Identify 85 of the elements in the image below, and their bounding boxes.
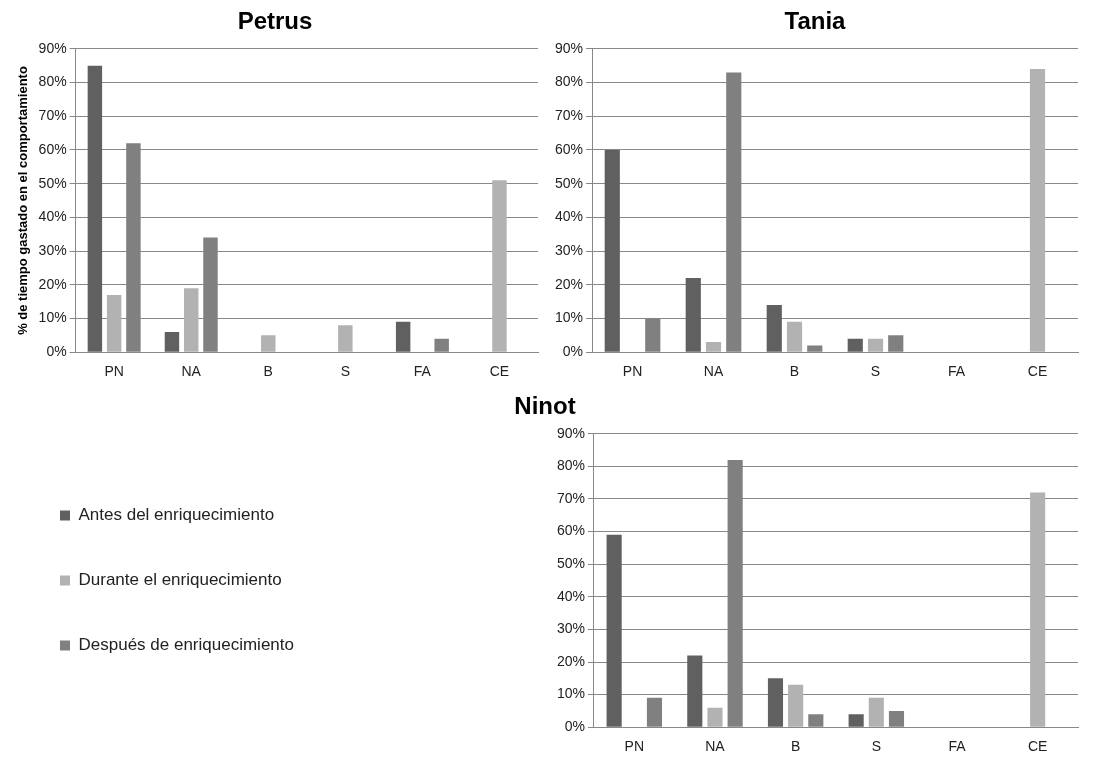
bar bbox=[888, 335, 904, 352]
bar bbox=[705, 342, 722, 352]
bar bbox=[788, 684, 804, 727]
y-tick-label: 10% bbox=[38, 309, 67, 326]
y-tick-label: 40% bbox=[554, 208, 584, 225]
y-tick-label: 10% bbox=[556, 685, 585, 702]
y-tick-label: 30% bbox=[556, 620, 585, 637]
chart-title: Tania bbox=[784, 7, 847, 35]
x-tick-label: NA bbox=[181, 363, 202, 380]
bar bbox=[1030, 492, 1046, 727]
bar bbox=[183, 288, 199, 352]
x-tick-label: NA bbox=[705, 738, 726, 755]
bar bbox=[685, 278, 701, 352]
y-tick-label: 20% bbox=[38, 275, 67, 292]
x-tick-label: S bbox=[870, 363, 881, 380]
bar bbox=[106, 294, 122, 352]
x-tick-label: B bbox=[790, 738, 801, 755]
chart-title: Petrus bbox=[237, 7, 313, 35]
y-tick-label: 70% bbox=[38, 107, 67, 124]
bar bbox=[847, 338, 863, 352]
y-tick-label: 60% bbox=[38, 140, 67, 157]
legend-label: Durante el enriquecimiento bbox=[78, 570, 282, 590]
y-tick-label: 90% bbox=[556, 424, 585, 441]
y-tick-label: 90% bbox=[38, 39, 67, 56]
x-tick-label: S bbox=[871, 738, 881, 755]
x-tick-label: CE bbox=[1027, 738, 1048, 755]
bar bbox=[261, 335, 276, 352]
bar bbox=[1029, 69, 1046, 352]
x-tick-label: PN bbox=[624, 738, 645, 755]
y-tick-label: 0% bbox=[562, 343, 584, 360]
y-tick-label: 70% bbox=[554, 107, 584, 124]
bar bbox=[687, 655, 703, 727]
bar bbox=[767, 678, 784, 727]
x-tick-label: PN bbox=[104, 363, 124, 380]
bar bbox=[807, 345, 823, 352]
y-tick-label: 60% bbox=[554, 140, 584, 157]
bar bbox=[164, 331, 180, 352]
y-tick-label: 50% bbox=[38, 174, 67, 191]
x-tick-label: S bbox=[340, 363, 351, 380]
y-tick-label: 90% bbox=[554, 39, 584, 56]
bar bbox=[888, 710, 905, 727]
x-tick-label: FA bbox=[413, 363, 432, 380]
bar bbox=[604, 149, 620, 352]
x-tick-label: CE bbox=[1027, 363, 1048, 380]
x-tick-label: B bbox=[263, 363, 273, 380]
bar bbox=[867, 338, 884, 352]
y-tick-label: 40% bbox=[38, 208, 67, 225]
bar bbox=[434, 338, 449, 352]
y-tick-label: 0% bbox=[564, 718, 585, 735]
bar bbox=[868, 697, 884, 727]
x-tick-label: PN bbox=[622, 363, 643, 380]
x-tick-label: NA bbox=[703, 363, 724, 380]
x-tick-label: B bbox=[789, 363, 800, 380]
bar bbox=[707, 707, 723, 727]
bar bbox=[395, 321, 411, 352]
bar bbox=[338, 325, 353, 352]
bar bbox=[606, 534, 622, 727]
y-tick-label: 80% bbox=[554, 73, 584, 90]
y-tick-label: 60% bbox=[556, 522, 585, 539]
bar bbox=[646, 697, 663, 727]
bar bbox=[848, 714, 864, 727]
y-tick-label: 80% bbox=[38, 73, 67, 90]
bar bbox=[87, 65, 103, 352]
x-tick-label: FA bbox=[948, 738, 967, 755]
x-tick-label: CE bbox=[489, 363, 510, 380]
chart-title: Ninot bbox=[514, 392, 576, 420]
y-tick-label: 10% bbox=[554, 309, 584, 326]
bar bbox=[766, 305, 782, 352]
bar bbox=[492, 180, 507, 352]
x-tick-label: FA bbox=[947, 363, 966, 380]
bar bbox=[808, 714, 824, 727]
y-tick-label: 30% bbox=[38, 241, 67, 258]
bar bbox=[786, 321, 803, 352]
y-tick-label: 80% bbox=[556, 457, 585, 474]
y-tick-label: 30% bbox=[554, 241, 584, 258]
y-axis-title: % de tiempo gastado en el comportamiento bbox=[15, 66, 31, 335]
legend-label: Antes del enriquecimiento bbox=[78, 505, 275, 525]
y-tick-label: 20% bbox=[556, 652, 585, 669]
y-tick-label: 50% bbox=[556, 555, 585, 572]
y-tick-label: 0% bbox=[46, 343, 67, 360]
legend-label: Después de enriquecimiento bbox=[78, 635, 294, 655]
y-tick-label: 20% bbox=[554, 275, 584, 292]
y-tick-label: 40% bbox=[556, 587, 585, 604]
y-tick-label: 70% bbox=[556, 489, 585, 506]
y-tick-label: 50% bbox=[554, 174, 584, 191]
